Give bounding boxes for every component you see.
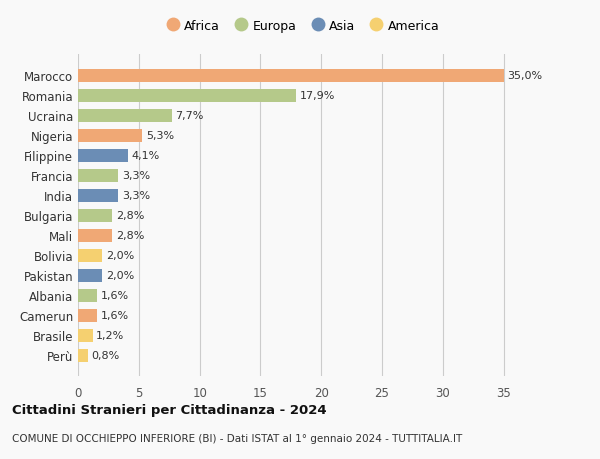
Bar <box>78 209 112 222</box>
Text: Cittadini Stranieri per Cittadinanza - 2024: Cittadini Stranieri per Cittadinanza - 2… <box>12 403 326 416</box>
Text: 3,3%: 3,3% <box>122 171 150 181</box>
Text: 2,0%: 2,0% <box>106 251 134 261</box>
Bar <box>78 110 172 123</box>
Bar <box>78 229 112 242</box>
Bar <box>78 249 103 262</box>
Text: 4,1%: 4,1% <box>131 151 160 161</box>
Bar <box>78 349 88 362</box>
Bar <box>78 169 118 182</box>
Bar <box>78 269 103 282</box>
Bar <box>78 150 128 162</box>
Text: 1,6%: 1,6% <box>101 310 129 320</box>
Bar <box>78 70 503 83</box>
Text: COMUNE DI OCCHIEPPO INFERIORE (BI) - Dati ISTAT al 1° gennaio 2024 - TUTTITALIA.: COMUNE DI OCCHIEPPO INFERIORE (BI) - Dat… <box>12 433 462 442</box>
Text: 2,8%: 2,8% <box>116 211 144 221</box>
Text: 0,8%: 0,8% <box>91 350 119 360</box>
Text: 1,6%: 1,6% <box>101 291 129 301</box>
Bar <box>78 289 97 302</box>
Text: 1,2%: 1,2% <box>96 330 124 340</box>
Bar <box>78 329 92 342</box>
Text: 5,3%: 5,3% <box>146 131 174 141</box>
Legend: Africa, Europa, Asia, America: Africa, Europa, Asia, America <box>167 20 439 33</box>
Bar <box>78 309 97 322</box>
Bar <box>78 129 142 142</box>
Text: 2,0%: 2,0% <box>106 270 134 280</box>
Text: 2,8%: 2,8% <box>116 231 144 241</box>
Bar <box>78 189 118 202</box>
Bar <box>78 90 296 102</box>
Text: 17,9%: 17,9% <box>299 91 335 101</box>
Text: 35,0%: 35,0% <box>508 71 542 81</box>
Text: 3,3%: 3,3% <box>122 191 150 201</box>
Text: 7,7%: 7,7% <box>175 111 203 121</box>
